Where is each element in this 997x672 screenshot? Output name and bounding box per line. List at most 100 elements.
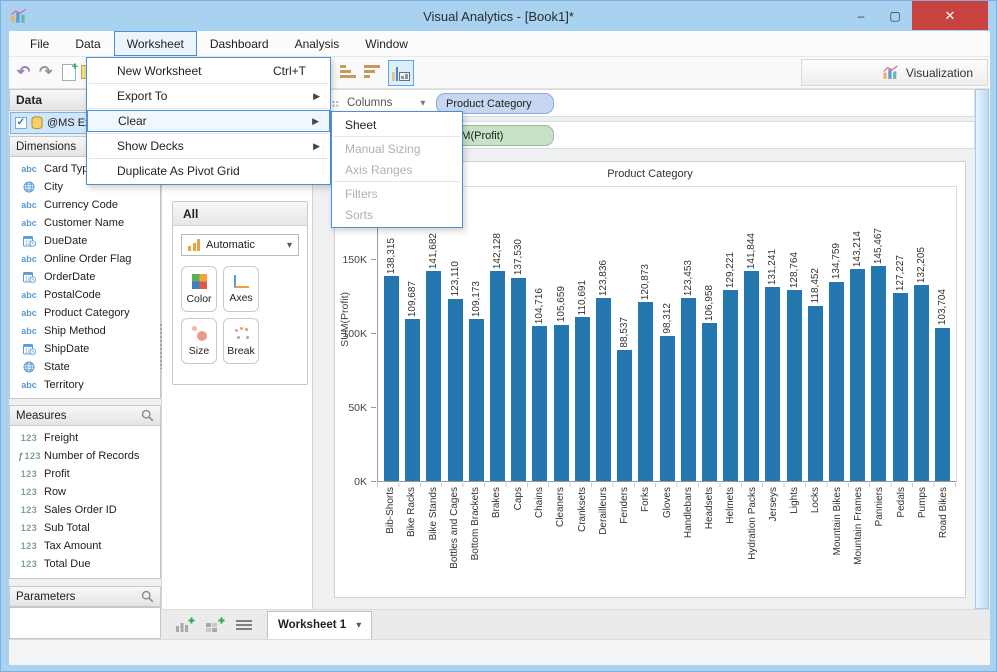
dimension-duedate[interactable]: 12 DueDate (10, 232, 160, 250)
measure-freight[interactable]: 123 Freight (10, 429, 160, 447)
menu-item-duplicate-as-pivot-grid[interactable]: Duplicate As Pivot Grid (87, 160, 330, 182)
x-axis-category-label: Headsets (704, 487, 716, 530)
dimension-state[interactable]: State (10, 358, 160, 376)
menu-item-clear[interactable]: Clear ▶ (87, 110, 330, 132)
bar[interactable] (892, 292, 908, 481)
bar-value-label: 123,110 (449, 261, 461, 297)
columns-caret-icon[interactable]: ▾ (420, 97, 426, 109)
bar-value-label: 104,716 (534, 287, 546, 324)
bar[interactable] (532, 326, 548, 481)
bar[interactable] (553, 324, 569, 481)
dimension-postalcode[interactable]: abc PostalCode (10, 286, 160, 304)
bar[interactable] (701, 322, 717, 481)
undo-icon[interactable]: ↶ (17, 64, 31, 81)
bar[interactable] (829, 281, 845, 481)
bar[interactable] (511, 277, 527, 481)
sheet-list-icon[interactable] (235, 618, 253, 632)
bar[interactable] (871, 265, 887, 481)
dimension-territory[interactable]: abc Territory (10, 376, 160, 394)
bar[interactable] (680, 298, 696, 481)
bar[interactable] (405, 318, 421, 481)
bar[interactable] (744, 271, 760, 481)
search-icon[interactable] (141, 409, 154, 422)
dimension-city[interactable]: City (10, 178, 160, 196)
dimension-product-category[interactable]: abc Product Category (10, 304, 160, 322)
bar[interactable] (638, 302, 654, 481)
menubar-item-worksheet[interactable]: Worksheet (113, 31, 197, 56)
break-button[interactable]: Break (223, 318, 259, 364)
bar[interactable] (850, 269, 866, 481)
submenu-item-sheet[interactable]: Sheet (332, 114, 462, 135)
vertical-scrollbar[interactable] (975, 89, 989, 609)
bar[interactable] (426, 271, 442, 481)
color-button[interactable]: Color (181, 266, 217, 312)
bar[interactable] (468, 319, 484, 481)
number-icon: 123 (20, 433, 38, 443)
close-button[interactable]: ✕ (912, 1, 988, 30)
bar[interactable] (765, 286, 781, 481)
menubar-item-window[interactable]: Window (365, 36, 408, 51)
size-button[interactable]: Size (181, 318, 217, 364)
dimension-currency-code[interactable]: abc Currency Code (10, 196, 160, 214)
dimension-orderdate[interactable]: 12 OrderDate (10, 268, 160, 286)
sort-descending-icon[interactable] (364, 65, 380, 78)
submenu-item-sorts: Sorts (332, 204, 462, 225)
columns-pill-product-category[interactable]: Product Category (436, 93, 554, 114)
bar[interactable] (595, 297, 611, 481)
measure-sub-total[interactable]: 123 Sub Total (10, 519, 160, 537)
measure-total-due[interactable]: 123 Total Due (10, 555, 160, 573)
measure-row[interactable]: 123 Row (10, 483, 160, 501)
measure-sales-order-id[interactable]: 123 Sales Order ID (10, 501, 160, 519)
tab-worksheet-1[interactable]: Worksheet 1 ▾ (267, 610, 373, 639)
search-icon[interactable] (141, 590, 154, 603)
dimension-online-order-flag[interactable]: abc Online Order Flag (10, 250, 160, 268)
source-checkbox[interactable]: ✓ (15, 117, 27, 129)
axes-button[interactable]: Axes (223, 266, 259, 312)
maximize-button[interactable]: ▢ (889, 8, 901, 23)
bar[interactable] (934, 327, 950, 481)
menu-item-export-to[interactable]: Export To ▶ (87, 85, 330, 107)
menubar-item-file[interactable]: File (30, 36, 50, 51)
data-sidebar: Data ✓ @MS Exc Dimensions abc Card Type Ci… (9, 89, 161, 639)
measure-tax-amount[interactable]: 123 Tax Amount (10, 537, 160, 555)
show-labels-toggle[interactable] (388, 60, 414, 86)
x-axis-category-label: Panniers (874, 487, 886, 527)
dimension-card-type[interactable]: abc Card Type (10, 160, 160, 178)
bar[interactable] (807, 305, 823, 481)
redo-icon[interactable]: ↷ (39, 64, 53, 81)
bar[interactable] (574, 317, 590, 481)
bar[interactable] (786, 290, 802, 481)
splitter-handle[interactable] (159, 323, 164, 369)
menu-item-new-worksheet[interactable]: New Worksheet Ctrl+T (87, 60, 330, 82)
x-axis-labels: Bib-Shorts Bike Racks Bike Stands Bottles a… (377, 483, 957, 593)
bar[interactable] (384, 276, 400, 481)
bar[interactable] (913, 285, 929, 481)
sort-ascending-icon[interactable] (340, 65, 356, 78)
parameters-header-label: Parameters (16, 590, 76, 603)
window-title: Visual Analytics - [Book1]* (423, 8, 574, 24)
new-worksheet-icon[interactable] (175, 616, 195, 633)
dimension-ship-method[interactable]: abc Ship Method (10, 322, 160, 340)
new-document-icon[interactable]: + (62, 61, 78, 81)
dimension-shipdate[interactable]: 12 ShipDate (10, 340, 160, 358)
menubar-item-analysis[interactable]: Analysis (294, 36, 340, 51)
bar[interactable] (490, 270, 506, 481)
columns-dots-icon (324, 99, 339, 107)
dimension-customer-name[interactable]: abc Customer Name (10, 214, 160, 232)
new-dashboard-icon[interactable] (205, 616, 225, 633)
database-icon (31, 116, 43, 130)
bar[interactable] (447, 298, 463, 481)
minimize-button[interactable]: – (857, 8, 865, 23)
submenu-item-manual-sizing: Manual Sizing (332, 138, 462, 159)
menu-item-show-decks[interactable]: Show Decks ▶ (87, 135, 330, 157)
bar[interactable] (617, 350, 633, 481)
menubar-item-dashboard[interactable]: Dashboard (209, 36, 269, 51)
measure-profit[interactable]: 123 Profit (10, 465, 160, 483)
menubar-item-data[interactable]: Data (75, 36, 101, 51)
visualization-button[interactable]: Visualization (905, 65, 973, 80)
tab-caret-icon[interactable]: ▾ (356, 619, 362, 631)
bar[interactable] (659, 335, 675, 481)
mark-type-dropdown[interactable]: Automatic ▾ (181, 234, 299, 256)
measure-number-of-records[interactable]: ƒ123 Number of Records (10, 447, 160, 465)
bar[interactable] (723, 289, 739, 481)
